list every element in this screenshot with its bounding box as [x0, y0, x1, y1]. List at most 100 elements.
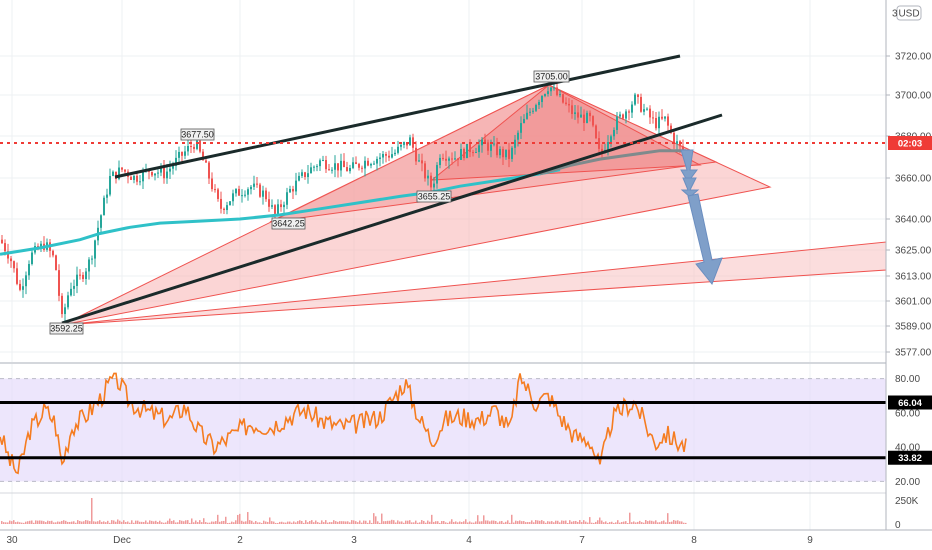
volume-bar — [291, 522, 293, 524]
volume-bar — [323, 522, 325, 524]
candle — [355, 156, 357, 165]
candle — [313, 165, 315, 172]
volume-bar — [155, 520, 157, 524]
candle — [586, 110, 588, 124]
volume-bar — [679, 521, 681, 524]
annotation-tag-3677[interactable]: 3677.50 — [180, 128, 215, 141]
volume-bar — [621, 521, 623, 524]
candle — [415, 141, 417, 166]
volume-bar — [95, 521, 97, 524]
volume-bar — [159, 520, 161, 524]
volume-bar — [467, 522, 469, 524]
volume-bar — [511, 514, 513, 524]
volume-bar — [665, 522, 667, 524]
candle — [511, 146, 513, 162]
candle — [574, 104, 576, 120]
candle — [589, 110, 591, 122]
annotation-tag-3642[interactable]: 3642.25 — [271, 217, 306, 230]
lower-trendline[interactable] — [61, 113, 723, 325]
candle — [295, 172, 297, 196]
volume-bar — [69, 521, 71, 524]
candle — [532, 107, 534, 114]
volume-bar — [599, 517, 601, 524]
volume-tick-250k: 250K — [895, 496, 919, 507]
volume-pane[interactable] — [0, 493, 886, 530]
volume-bar — [263, 520, 265, 524]
volume-bar — [81, 521, 83, 524]
volume-bar — [565, 520, 567, 524]
volume-bar — [473, 522, 475, 524]
upper-trendline[interactable] — [114, 54, 681, 179]
candle — [79, 269, 81, 280]
volume-bar — [457, 522, 459, 524]
candle — [136, 171, 138, 186]
candle — [631, 101, 633, 118]
candle — [91, 255, 93, 265]
volume-bar — [151, 520, 153, 524]
price-tick: 3613.00 — [895, 272, 932, 283]
level-label-upper: 66.04 — [898, 398, 922, 409]
candle — [121, 167, 123, 173]
volume-bar — [377, 521, 379, 524]
price-axis[interactable] — [886, 0, 932, 530]
time-tick: 7 — [579, 535, 585, 546]
annotation-tag-3655[interactable]: 3655.25 — [416, 190, 452, 203]
volume-bar — [301, 520, 303, 524]
volume-bar — [405, 520, 407, 524]
volume-bar — [157, 521, 159, 524]
volume-bar — [237, 514, 239, 524]
volume-bar — [409, 520, 411, 524]
candle — [301, 169, 303, 179]
volume-bar — [105, 522, 107, 524]
volume-bar — [427, 520, 429, 524]
volume-bar — [305, 520, 307, 524]
candle — [565, 97, 567, 106]
volume-bar — [497, 522, 499, 524]
candle — [445, 150, 447, 166]
volume-bar — [407, 520, 409, 524]
volume-bar — [213, 521, 215, 524]
candle — [160, 163, 162, 177]
volume-bar — [267, 521, 269, 524]
candle — [217, 187, 219, 202]
annotation-tag-3592[interactable]: 3592.25 — [49, 322, 84, 335]
candle — [514, 135, 516, 155]
volume-bar — [223, 520, 225, 524]
candle — [250, 184, 252, 195]
candle — [268, 191, 270, 212]
volume-bar — [147, 522, 149, 524]
rsi-band — [0, 378, 886, 482]
candle — [493, 136, 495, 147]
volume-bar — [143, 521, 145, 524]
volume-bar — [195, 520, 197, 524]
candle — [193, 143, 195, 153]
volume-bar — [201, 522, 203, 524]
annotation-tag-3705[interactable]: 3705.00 — [533, 70, 570, 83]
volume-bar — [675, 520, 677, 524]
volume-bar — [65, 520, 67, 524]
price-tick: 3625.00 — [895, 246, 932, 257]
volume-bar — [373, 513, 375, 524]
volume-bar — [285, 522, 287, 524]
volume-bar — [419, 522, 421, 524]
time-axis[interactable] — [0, 530, 932, 550]
currency-badge[interactable]: USD — [896, 5, 922, 21]
volume-bar — [517, 521, 519, 524]
candle — [283, 201, 285, 214]
volume-bar — [239, 513, 241, 524]
candle — [580, 106, 582, 118]
price-tick: 3700.00 — [895, 91, 932, 102]
candle — [637, 93, 639, 104]
volume-bar — [601, 520, 603, 524]
volume-bar — [527, 522, 529, 524]
candle — [595, 124, 597, 140]
volume-bar — [255, 521, 257, 524]
annotation-label: 3592.25 — [50, 324, 83, 334]
volume-bar — [569, 520, 571, 524]
candle — [103, 195, 105, 216]
candle — [409, 134, 411, 146]
volume-bar — [677, 520, 679, 524]
current-price-time: 02:03 — [898, 139, 922, 150]
volume-bar — [415, 520, 417, 524]
